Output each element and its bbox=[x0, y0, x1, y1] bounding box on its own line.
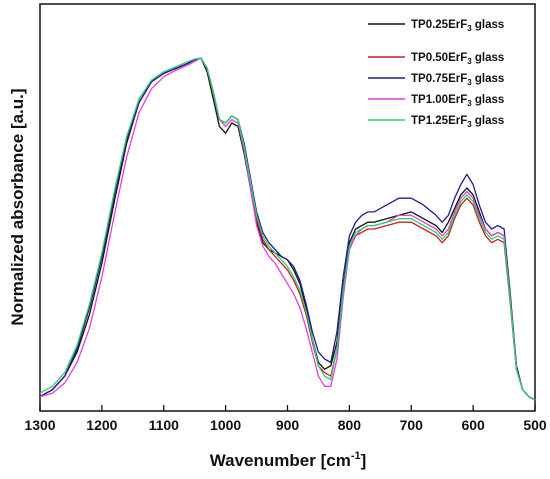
series-layer bbox=[39, 57, 536, 401]
x-axis-title: Wavenumber [cm-1] bbox=[210, 450, 367, 470]
legend-label-1: TP0.25ErF3 glass bbox=[411, 19, 504, 33]
series-line-4 bbox=[39, 57, 536, 401]
series-line-3 bbox=[39, 57, 536, 401]
y-axis-title: Normalized absorbance [a.u.] bbox=[8, 88, 27, 325]
x-tick-label: 900 bbox=[276, 417, 300, 433]
x-axis-ticks: 1300 1200 1100 1000 900 800 700 600 500 bbox=[24, 405, 547, 433]
legend-label-2: TP0.50ErF3 glass bbox=[411, 52, 504, 66]
x-tick-label: 800 bbox=[338, 417, 362, 433]
series-line-2 bbox=[39, 57, 536, 401]
x-tick-label: 1100 bbox=[149, 417, 180, 433]
x-tick-label: 1200 bbox=[86, 417, 117, 433]
x-tick-label: 1300 bbox=[24, 417, 55, 433]
plot-frame bbox=[39, 3, 536, 412]
x-axis-title-end: ] bbox=[361, 451, 367, 470]
x-tick-label: 600 bbox=[461, 417, 485, 433]
x-tick-label: 700 bbox=[400, 417, 424, 433]
series-line-1 bbox=[39, 57, 536, 401]
legend-label-4: TP1.00ErF3 glass bbox=[411, 94, 504, 108]
x-axis-title-main: Wavenumber [cm bbox=[210, 451, 351, 470]
legend: TP0.25ErF3 glass TP0.50ErF3 glass TP0.75Er… bbox=[368, 19, 504, 129]
x-axis-title-sup: -1 bbox=[351, 450, 361, 462]
legend-label-3: TP0.75ErF3 glass bbox=[411, 73, 504, 87]
x-tick-label: 500 bbox=[523, 417, 547, 433]
series-line-5 bbox=[39, 57, 536, 401]
x-tick-label: 1000 bbox=[210, 417, 241, 433]
legend-label-5: TP1.25ErF3 glass bbox=[411, 115, 504, 129]
